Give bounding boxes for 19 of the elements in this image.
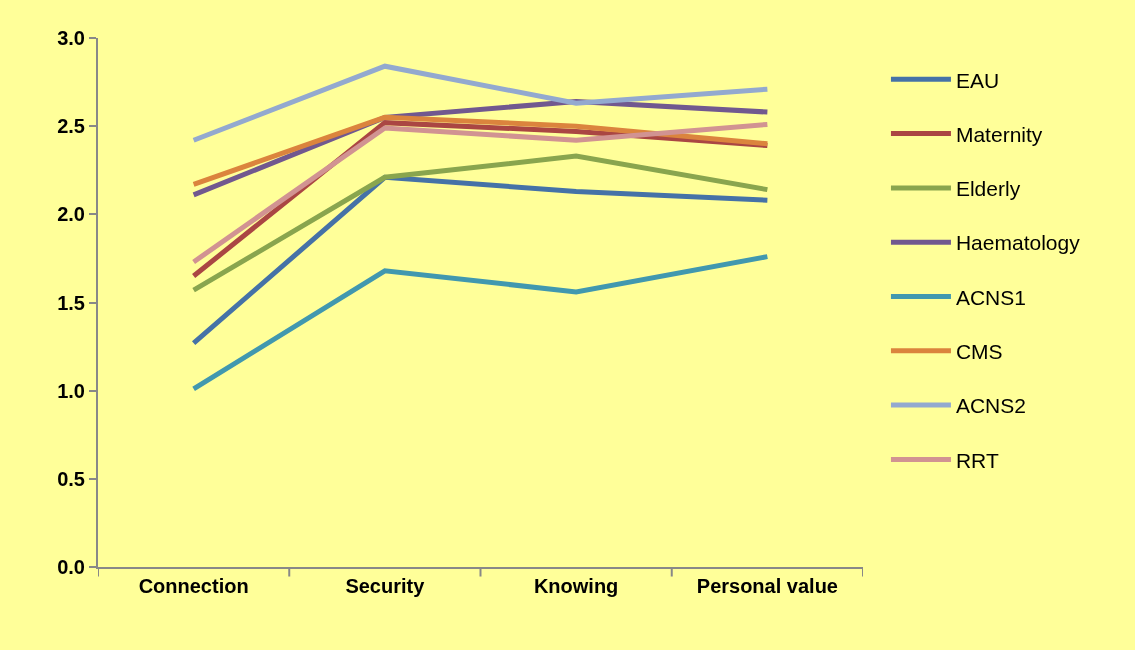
y-tick-label: 0.5 (57, 467, 85, 490)
y-tick-label: 2.5 (57, 115, 85, 138)
legend-label: Maternity (955, 122, 1043, 146)
y-tick-label: 0.0 (57, 556, 85, 578)
legend-label: ACNS2 (955, 394, 1026, 418)
x-tick-label: Security (345, 575, 426, 597)
y-tick-label: 1.5 (57, 291, 85, 314)
y-tick-label: 2.0 (57, 203, 85, 226)
x-tick-label: Knowing (533, 575, 619, 597)
legend-label: ACNS1 (955, 285, 1026, 309)
legend-label: RRT (955, 448, 999, 472)
y-tick-label: 1.0 (57, 379, 85, 402)
legend-label: Elderly (955, 177, 1021, 201)
x-tick-label: Personal value (696, 575, 838, 597)
y-tick-label: 3.0 (57, 27, 85, 49)
legend-label: EAU (955, 68, 1000, 92)
x-tick-label: Connection (138, 575, 249, 597)
legend-label: CMS (955, 340, 1003, 363)
legend-label: Haematology (955, 231, 1081, 255)
